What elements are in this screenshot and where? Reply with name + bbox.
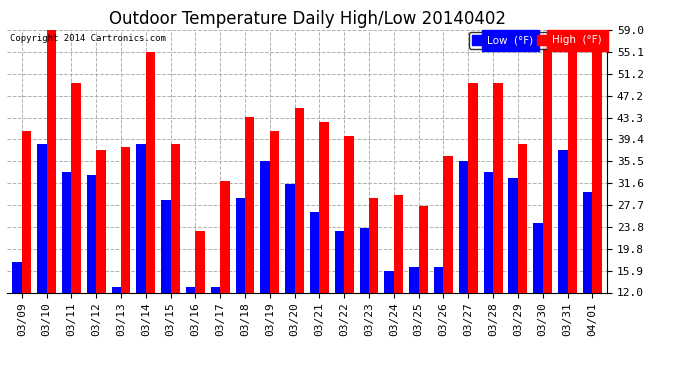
- Bar: [87, 175, 96, 292]
- Bar: [195, 231, 205, 292]
- Legend: Low  (°F), High  (°F): Low (°F), High (°F): [469, 32, 605, 49]
- Bar: [47, 30, 56, 292]
- Bar: [319, 122, 329, 292]
- Bar: [310, 211, 319, 292]
- Bar: [444, 156, 453, 292]
- Bar: [270, 130, 279, 292]
- Bar: [170, 144, 180, 292]
- Bar: [394, 195, 403, 292]
- Text: Copyright 2014 Cartronics.com: Copyright 2014 Cartronics.com: [10, 34, 166, 43]
- Bar: [62, 172, 71, 292]
- Bar: [245, 117, 255, 292]
- Bar: [137, 144, 146, 292]
- Bar: [459, 161, 469, 292]
- Bar: [285, 184, 295, 292]
- Bar: [558, 150, 567, 292]
- Title: Outdoor Temperature Daily High/Low 20140402: Outdoor Temperature Daily High/Low 20140…: [108, 10, 506, 28]
- Bar: [71, 83, 81, 292]
- Bar: [518, 144, 527, 292]
- Bar: [12, 262, 22, 292]
- Bar: [335, 231, 344, 292]
- Bar: [344, 136, 354, 292]
- Bar: [592, 47, 602, 292]
- Bar: [211, 287, 220, 292]
- Bar: [484, 172, 493, 292]
- Bar: [22, 130, 31, 292]
- Bar: [235, 198, 245, 292]
- Bar: [419, 206, 428, 292]
- Bar: [543, 38, 552, 292]
- Bar: [583, 192, 592, 292]
- Bar: [567, 30, 577, 292]
- Bar: [96, 150, 106, 292]
- Bar: [359, 228, 369, 292]
- Bar: [161, 200, 170, 292]
- Bar: [369, 198, 379, 292]
- Bar: [509, 178, 518, 292]
- Bar: [121, 147, 130, 292]
- Bar: [186, 287, 195, 292]
- Bar: [493, 83, 502, 292]
- Bar: [220, 181, 230, 292]
- Bar: [384, 271, 394, 292]
- Bar: [260, 161, 270, 292]
- Bar: [533, 223, 543, 292]
- Bar: [146, 53, 155, 292]
- Bar: [469, 83, 477, 292]
- Bar: [295, 108, 304, 292]
- Bar: [37, 144, 47, 292]
- Bar: [434, 267, 444, 292]
- Bar: [409, 267, 419, 292]
- Bar: [112, 287, 121, 292]
